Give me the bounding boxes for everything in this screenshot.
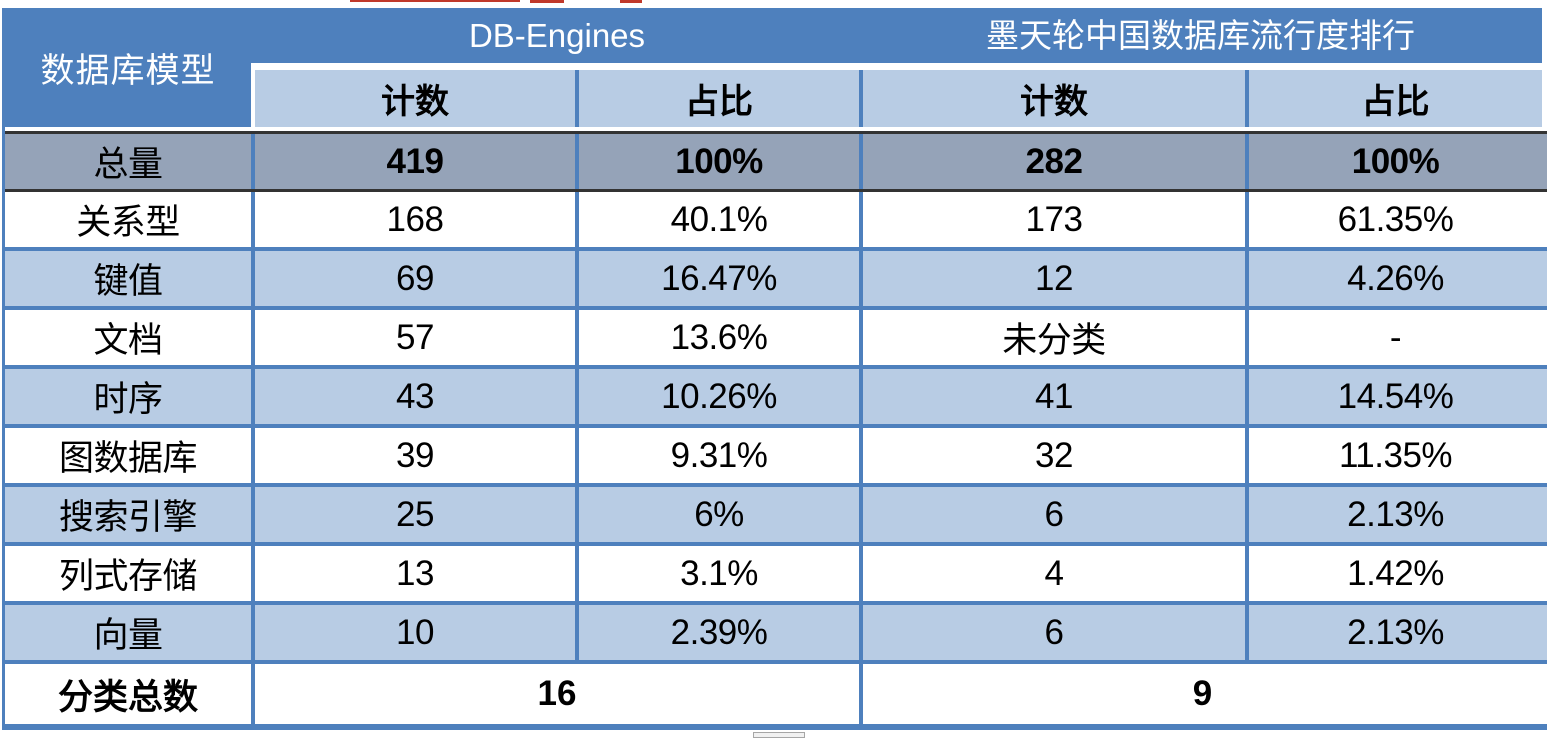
subheader-row: 计数 占比 计数 占比 [255,70,1542,127]
table-row-category-totals: 分类总数 16 9 [5,664,1547,730]
cell-value: 41 [863,369,1249,424]
row-label: 搜索引擎 [5,487,255,542]
cell-value: 6 [863,605,1249,660]
table-row: 列式存储 13 3.1% 4 1.42% [5,546,1547,605]
subheader-modb-share: 占比 [1249,70,1542,127]
cell-value: 39 [255,428,579,483]
cell-value: 3.1% [579,546,863,601]
cell-value: 168 [255,192,579,247]
cell-value: 173 [863,192,1249,247]
table-row: 文档 57 13.6% 未分类 - [5,310,1547,369]
table-row: 搜索引擎 25 6% 6 2.13% [5,487,1547,546]
cutoff-red-text-artifact [350,0,520,2]
cell-value: 10.26% [579,369,863,424]
cell-value: 282 [863,134,1249,189]
cell-value: 4 [863,546,1249,601]
table-row: 图数据库 39 9.31% 32 11.35% [5,428,1547,487]
group-header-band: DB-Engines 墨天轮中国数据库流行度排行 [251,8,1542,63]
cell-value: 未分类 [863,310,1249,365]
cell-value: 100% [1351,141,1440,181]
cell-value: 13.6% [579,310,863,365]
cell-value: 2.39% [579,605,863,660]
cell-value: 10 [255,605,579,660]
row-label: 向量 [5,605,255,660]
row-dimension-header: 数据库模型 [5,8,251,127]
table-row: 向量 10 2.39% 6 2.13% [5,605,1547,664]
group-header-db-engines: DB-Engines [468,17,646,54]
cell-value: 2.13% [1347,494,1444,534]
cell-value: 6 [863,487,1249,542]
row-label: 列式存储 [5,546,255,601]
row-label: 时序 [5,369,255,424]
cutoff-red-text-artifact [530,0,564,3]
cell-value: 14.54% [1337,376,1454,416]
cell-value: 25 [255,487,579,542]
cell-value: 32 [863,428,1249,483]
cell-value-modb-category-total: 9 [1192,674,1213,713]
table-body: 总量 419 100% 282 100% 关系型 168 40.1% 173 6… [5,127,1547,730]
cell-value: 13 [255,546,579,601]
cell-value: 57 [255,310,579,365]
cell-value: 43 [255,369,579,424]
cell-value: 12 [863,251,1249,306]
database-model-comparison-table: 数据库模型 DB-Engines 墨天轮中国数据库流行度排行 计数 占比 计数 … [2,8,1547,730]
table-row: 时序 43 10.26% 41 14.54% [5,369,1547,428]
table-header: 数据库模型 DB-Engines 墨天轮中国数据库流行度排行 计数 占比 计数 … [5,8,1547,127]
row-label: 键值 [5,251,255,306]
subheader-dbengines-share: 占比 [579,70,863,127]
subheader-dbengines-count: 计数 [255,70,579,127]
row-label: 分类总数 [5,664,255,724]
table-row-total: 总量 419 100% 282 100% [5,131,1547,192]
cell-value: 6% [579,487,863,542]
cell-value: 4.26% [1347,258,1444,298]
row-label: 文档 [5,310,255,365]
cell-value: 61.35% [1337,199,1454,239]
subheader-modb-count: 计数 [863,70,1249,127]
cutoff-red-text-artifact [620,0,642,3]
row-label: 总量 [5,134,255,189]
cell-value: 11.35% [1338,435,1453,475]
cell-value: 40.1% [579,192,863,247]
cell-value: 1.42% [1347,553,1444,593]
cell-value-dbengines-category-total: 16 [255,664,863,724]
row-label: 关系型 [5,192,255,247]
cell-value: 2.13% [1347,612,1444,652]
cell-value: - [1389,317,1402,357]
group-header-modb-ranking: 墨天轮中国数据库流行度排行 [986,17,1415,54]
row-label: 图数据库 [5,428,255,483]
cell-value: 419 [255,134,579,189]
scrollbar-fragment [753,732,805,738]
table-row: 键值 69 16.47% 12 4.26% [5,251,1547,310]
table-row: 关系型 168 40.1% 173 61.35% [5,192,1547,251]
cell-value: 9.31% [579,428,863,483]
cell-value: 16.47% [579,251,863,306]
cell-value: 100% [579,134,863,189]
cell-value: 69 [255,251,579,306]
header-divider [251,63,255,127]
